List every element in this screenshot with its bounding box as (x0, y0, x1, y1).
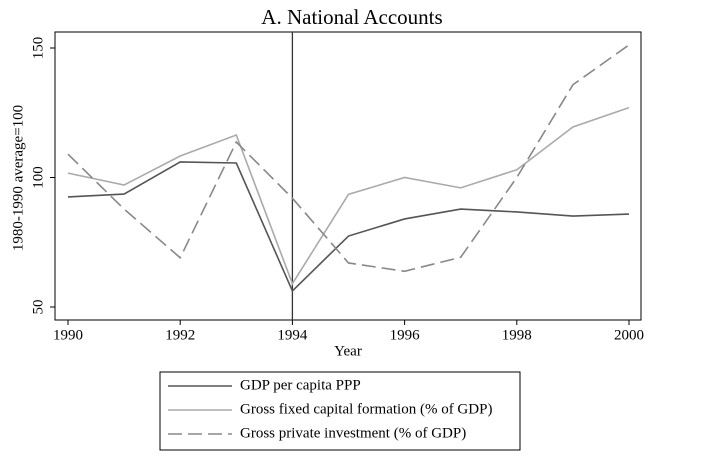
y-tick-label: 50 (30, 300, 46, 315)
x-tick-label: 1994 (277, 327, 308, 343)
y-axis-title: 1980-1990 average=100 (10, 105, 26, 251)
x-tick-label: 2000 (614, 327, 644, 343)
y-tick-label: 150 (30, 37, 46, 60)
series-line (67, 44, 630, 273)
x-tick-label: 1996 (390, 327, 421, 343)
chart-title: A. National Accounts (261, 5, 442, 29)
legend (159, 371, 521, 451)
x-axis-title: Year (334, 343, 362, 359)
x-tick-label: 1992 (165, 327, 195, 343)
plot-frame (54, 31, 642, 321)
legend-label: Gross fixed capital formation (% of GDP) (240, 401, 492, 417)
legend-label: Gross private investment (% of GDP) (240, 425, 466, 441)
series-line (67, 161, 630, 293)
x-tick-label: 1998 (502, 327, 532, 343)
y-tick-label: 100 (30, 166, 46, 189)
series-line (67, 106, 630, 286)
legend-label: GDP per capita PPP (240, 377, 361, 393)
x-tick-label: 1990 (53, 327, 83, 343)
